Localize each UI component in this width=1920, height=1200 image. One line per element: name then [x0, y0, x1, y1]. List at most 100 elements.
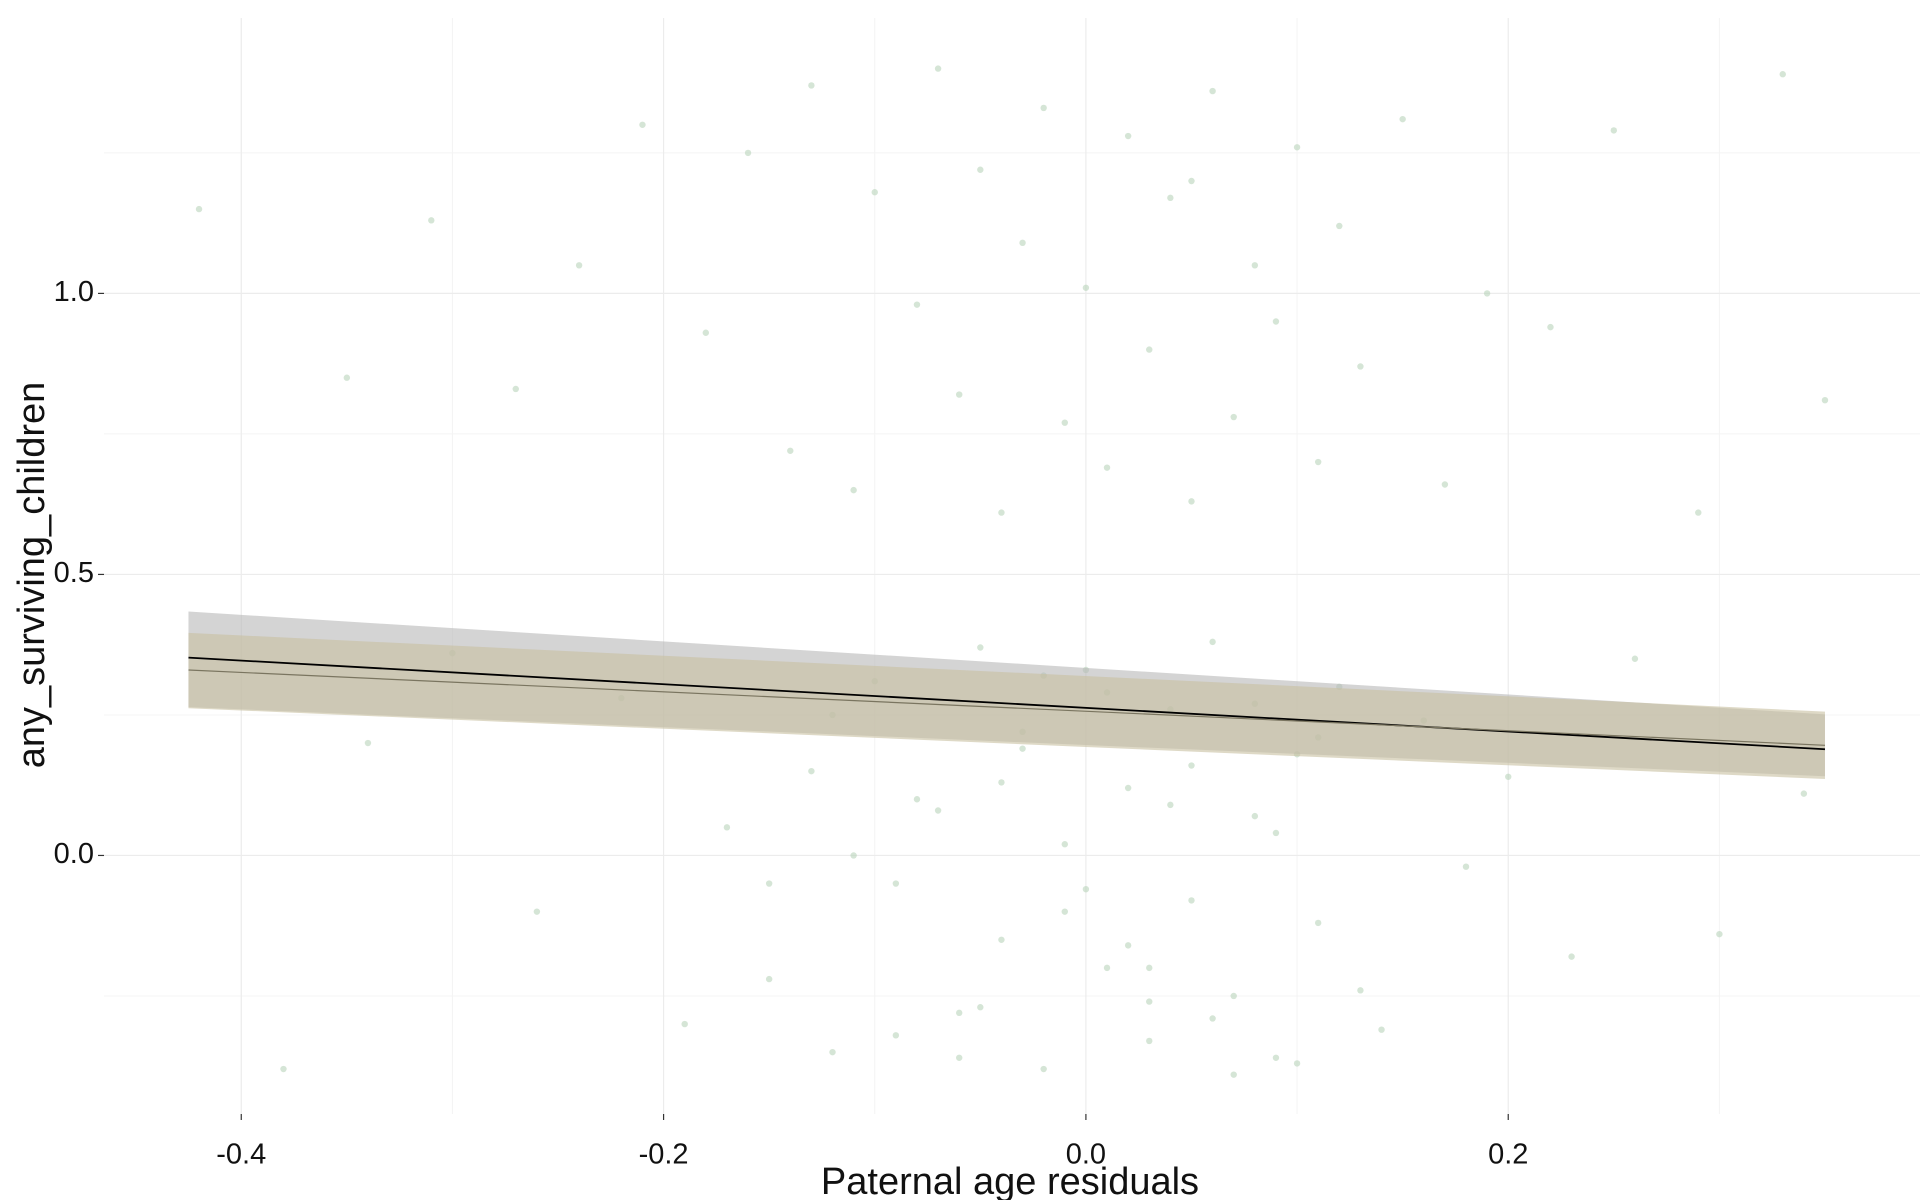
point — [1061, 908, 1068, 915]
point — [1272, 1054, 1280, 1061]
point — [1716, 930, 1723, 938]
point — [723, 824, 731, 831]
point — [934, 65, 942, 72]
point — [1314, 919, 1322, 927]
point — [871, 189, 878, 196]
point — [934, 807, 942, 814]
point — [1568, 953, 1575, 960]
point — [913, 796, 921, 803]
point — [850, 852, 857, 859]
point — [787, 447, 794, 454]
point — [639, 121, 646, 128]
point — [1019, 745, 1026, 752]
point — [1800, 790, 1808, 797]
point — [998, 936, 1005, 943]
point — [1103, 964, 1111, 972]
point — [1357, 363, 1364, 370]
x-tick-label: 0.2 — [1488, 1139, 1528, 1171]
point — [1146, 998, 1153, 1005]
point — [1547, 323, 1554, 331]
point — [1293, 144, 1301, 151]
point — [977, 166, 984, 173]
fit-line — [188, 669, 1826, 746]
x-axis-title: Paternal age residuals — [821, 1161, 1199, 1200]
point — [998, 779, 1005, 786]
point — [765, 880, 773, 887]
point — [1779, 71, 1786, 78]
point — [1188, 762, 1195, 769]
point — [1314, 458, 1322, 466]
point — [1695, 509, 1702, 516]
x-tick-label: 0.0 — [1066, 1139, 1106, 1171]
point — [1124, 942, 1132, 949]
point — [892, 1032, 900, 1039]
point — [1399, 115, 1406, 123]
point — [1040, 104, 1047, 112]
point — [913, 301, 921, 308]
point — [1230, 992, 1237, 1000]
point — [1146, 346, 1153, 353]
point — [1188, 177, 1195, 185]
point — [1378, 1026, 1385, 1033]
point — [1251, 812, 1259, 820]
point — [1040, 1065, 1047, 1073]
point — [1146, 1037, 1153, 1045]
point — [428, 217, 435, 224]
point — [1103, 464, 1111, 471]
point — [1610, 127, 1618, 134]
point — [1061, 419, 1068, 426]
point — [808, 767, 815, 775]
point — [829, 1048, 836, 1056]
point — [1357, 987, 1364, 994]
point — [956, 1054, 963, 1061]
point — [1462, 863, 1470, 870]
point — [575, 262, 583, 269]
point — [1251, 262, 1259, 269]
point — [1082, 284, 1090, 291]
y-tick-label: 0.0 — [54, 838, 94, 870]
point — [1483, 290, 1491, 297]
point — [892, 880, 900, 887]
point — [1209, 87, 1216, 95]
point — [1019, 239, 1026, 247]
point — [1188, 498, 1195, 505]
point — [744, 149, 752, 157]
point — [1293, 1060, 1301, 1067]
point — [195, 205, 203, 213]
point — [364, 739, 372, 747]
y-tick-label: 0.5 — [54, 557, 94, 589]
point — [1061, 841, 1068, 848]
point — [1336, 222, 1343, 230]
fit-line — [188, 656, 1826, 751]
point — [765, 975, 773, 983]
point — [1188, 897, 1195, 904]
point — [681, 1020, 688, 1028]
point — [1441, 481, 1449, 488]
point — [702, 329, 710, 336]
x-tick-label: -0.2 — [639, 1139, 689, 1171]
point — [1230, 1071, 1237, 1078]
point — [533, 908, 541, 915]
point — [1082, 885, 1090, 893]
point — [1167, 801, 1174, 809]
y-axis-title: any_surviving_children — [11, 382, 53, 769]
point — [808, 82, 815, 89]
point — [977, 1004, 984, 1011]
point — [977, 644, 984, 651]
point — [1209, 638, 1216, 646]
point — [1167, 194, 1174, 202]
point — [512, 385, 519, 393]
point — [998, 509, 1005, 516]
confidence-band — [188, 632, 1825, 780]
point — [280, 1065, 287, 1073]
point — [1230, 413, 1237, 421]
point — [1821, 396, 1829, 404]
point — [956, 1009, 963, 1017]
point — [1272, 318, 1280, 325]
point — [1272, 829, 1280, 837]
x-tick-label: -0.4 — [216, 1139, 266, 1171]
point — [343, 374, 351, 381]
point — [1146, 964, 1153, 972]
point — [1631, 655, 1639, 662]
